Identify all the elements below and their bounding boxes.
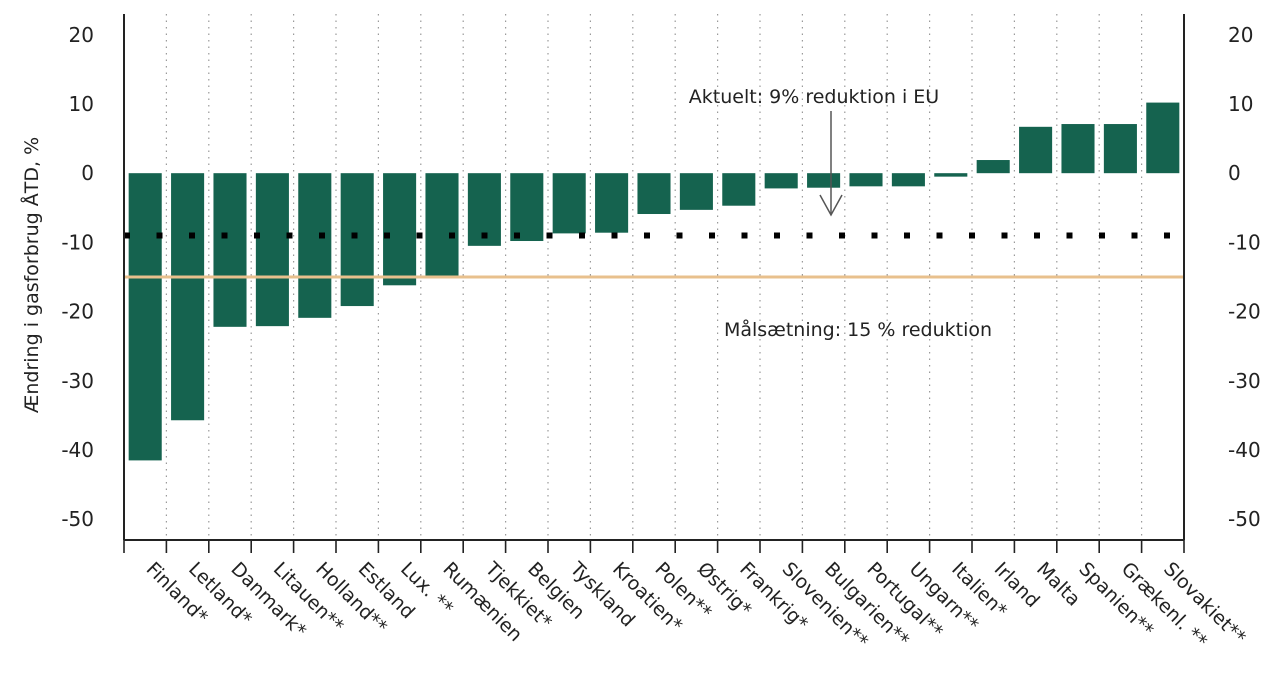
bar-7	[383, 173, 417, 286]
labels-layer: 20 20 10 10 0 0 -10 -10 -20 -20 -30 -30 -40 -40 -50 -50…	[61, 23, 1260, 653]
bar-6	[340, 173, 374, 307]
bar-18	[849, 173, 883, 187]
y-axis-label: Ændring i gasforbrug ÅTD, %	[20, 137, 43, 413]
axes	[123, 14, 1185, 553]
arrow-down-icon	[819, 194, 843, 217]
y-tick-label-left: 0	[81, 161, 94, 185]
bar-8	[425, 173, 459, 279]
y-tick-label-right: -50	[1228, 507, 1261, 531]
y-tick-label-left: -40	[61, 438, 94, 462]
bar-22	[1019, 126, 1053, 174]
target-reduction-annotation: Målsætning: 15 % reduktion	[724, 318, 992, 341]
current-reduction-annotation: Aktuelt: 9% reduktion i EU	[689, 86, 939, 108]
bar-25	[1146, 102, 1180, 174]
y-tick-label-left: 10	[69, 92, 94, 116]
y-tick-label-left: -10	[61, 230, 94, 254]
bar-4	[255, 173, 289, 327]
y-tick-label-right: 0	[1228, 161, 1241, 185]
y-tick-label-right: 20	[1228, 23, 1253, 47]
bar-10	[510, 173, 544, 242]
bar-5	[298, 173, 332, 318]
bar-23	[1061, 124, 1095, 174]
bar-20	[934, 173, 968, 177]
y-tick-label-left: -50	[61, 507, 94, 531]
y-tick-label-left: -20	[61, 300, 94, 324]
bar-11	[552, 173, 586, 234]
bar-1	[128, 173, 162, 461]
y-tick-label-left: -30	[61, 369, 94, 393]
bar-19	[891, 173, 925, 187]
bar-3	[213, 173, 247, 327]
y-tick-label-left: 20	[69, 23, 94, 47]
bar-13	[637, 173, 671, 215]
y-tick-label-right: 10	[1228, 92, 1253, 116]
y-tick-label-right: -40	[1228, 438, 1261, 462]
bar-16	[764, 173, 798, 189]
bar-17	[807, 173, 841, 188]
reference-lines	[124, 232, 1184, 279]
category-label: Malta	[1032, 558, 1085, 611]
bar-21	[976, 160, 1010, 174]
bar-2	[171, 173, 205, 421]
y-tick-label-right: -20	[1228, 300, 1261, 324]
bar-14	[679, 173, 713, 210]
y-tick-label-right: -30	[1228, 369, 1261, 393]
y-tick-label-right: -10	[1228, 230, 1261, 254]
bars-layer	[128, 102, 1180, 461]
bar-12	[595, 173, 629, 233]
bar-15	[722, 173, 756, 206]
bar-24	[1103, 124, 1137, 174]
